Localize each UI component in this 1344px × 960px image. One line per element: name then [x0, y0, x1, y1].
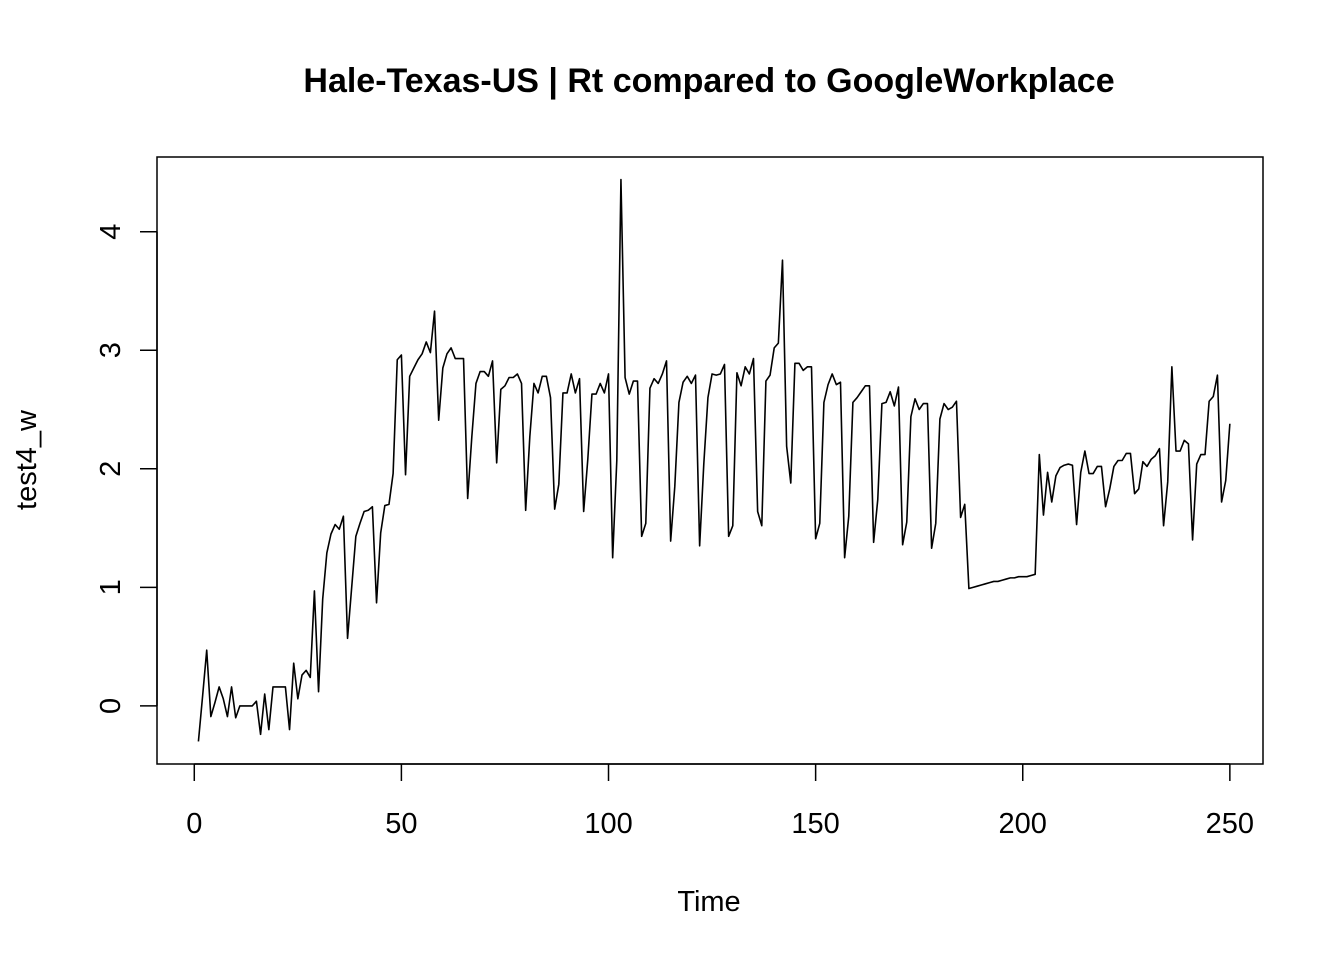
y-axis-label: test4_w: [11, 409, 43, 510]
series-line: [197, 178, 1231, 742]
x-tick-label: 250: [1206, 808, 1254, 840]
plot-frame: [156, 156, 1264, 765]
y-tick-label: 0: [95, 698, 127, 714]
x-tick-label: 50: [385, 808, 417, 840]
y-tick-label: 1: [95, 579, 127, 595]
x-tick-label: 100: [584, 808, 632, 840]
y-tick-label: 2: [95, 461, 127, 477]
y-tick-label: 3: [95, 342, 127, 358]
x-axis-label: Time: [677, 886, 740, 918]
x-tick-label: 0: [186, 808, 202, 840]
x-tick-label: 200: [999, 808, 1047, 840]
chart-title: Hale-Texas-US | Rt compared to GoogleWor…: [303, 62, 1114, 100]
x-axis: 0 50 100 150 200 250: [186, 763, 1254, 840]
x-tick-label: 150: [791, 808, 839, 840]
y-tick-label: 4: [95, 224, 127, 240]
y-axis: 0 1 2 3 4: [95, 224, 158, 714]
